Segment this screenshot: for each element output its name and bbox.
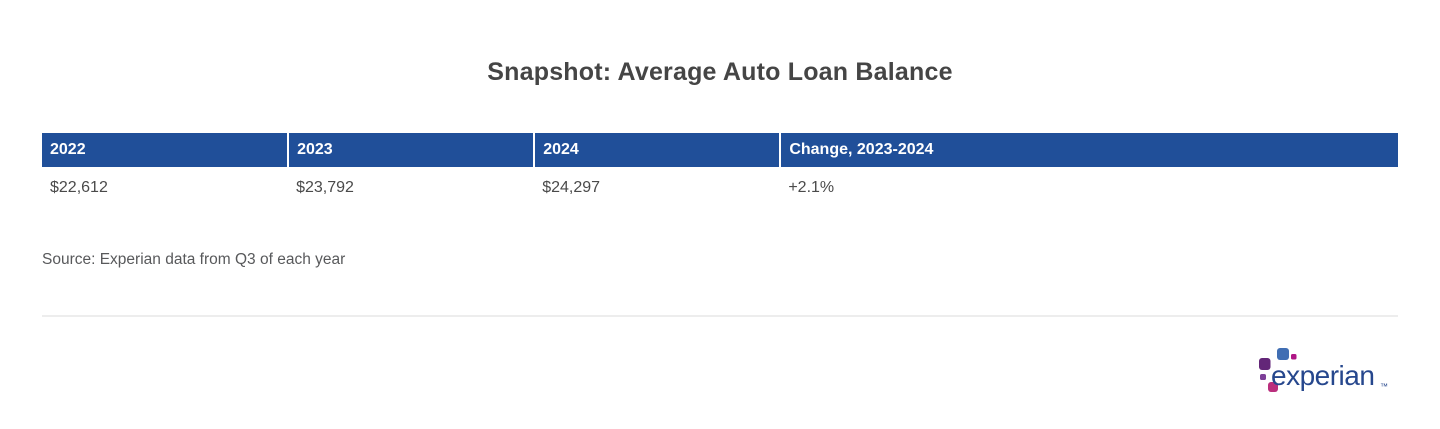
experian-logo-dots-icon <box>1259 348 1297 392</box>
trademark-symbol: ™ <box>1380 382 1388 391</box>
column-header-change: Change, 2023-2024 <box>780 133 1398 167</box>
footer-divider <box>42 315 1398 317</box>
column-header-2022: 2022 <box>42 133 290 167</box>
experian-logo: experian ™ <box>1259 348 1388 392</box>
source-note: Source: Experian data from Q3 of each ye… <box>42 251 346 268</box>
content-area: 2022 2023 2024 Change, 2023-2024 $22,612… <box>0 133 1440 317</box>
experian-wordmark: experian <box>1271 360 1374 391</box>
cell-balance-2023: $23,792 <box>288 167 535 207</box>
infographic-page: Snapshot: Average Auto Loan Balance 2022… <box>0 58 1440 429</box>
table-header: 2022 2023 2024 Change, 2023-2024 <box>42 133 1398 167</box>
auto-loan-balance-table: 2022 2023 2024 Change, 2023-2024 $22,612… <box>42 133 1398 207</box>
cell-change-pct: +2.1% <box>780 167 1398 207</box>
footer: experian ™ <box>0 347 1440 399</box>
table-body: $22,612 $23,792 $24,297 +2.1% <box>42 167 1398 207</box>
column-header-2024: 2024 <box>534 133 782 167</box>
table-row: $22,612 $23,792 $24,297 +2.1% <box>42 167 1398 207</box>
column-header-2023: 2023 <box>288 133 536 167</box>
page-title: Snapshot: Average Auto Loan Balance <box>487 58 953 86</box>
cell-balance-2022: $22,612 <box>42 167 289 207</box>
cell-balance-2024: $24,297 <box>534 167 781 207</box>
table-header-row: 2022 2023 2024 Change, 2023-2024 <box>42 133 1398 167</box>
